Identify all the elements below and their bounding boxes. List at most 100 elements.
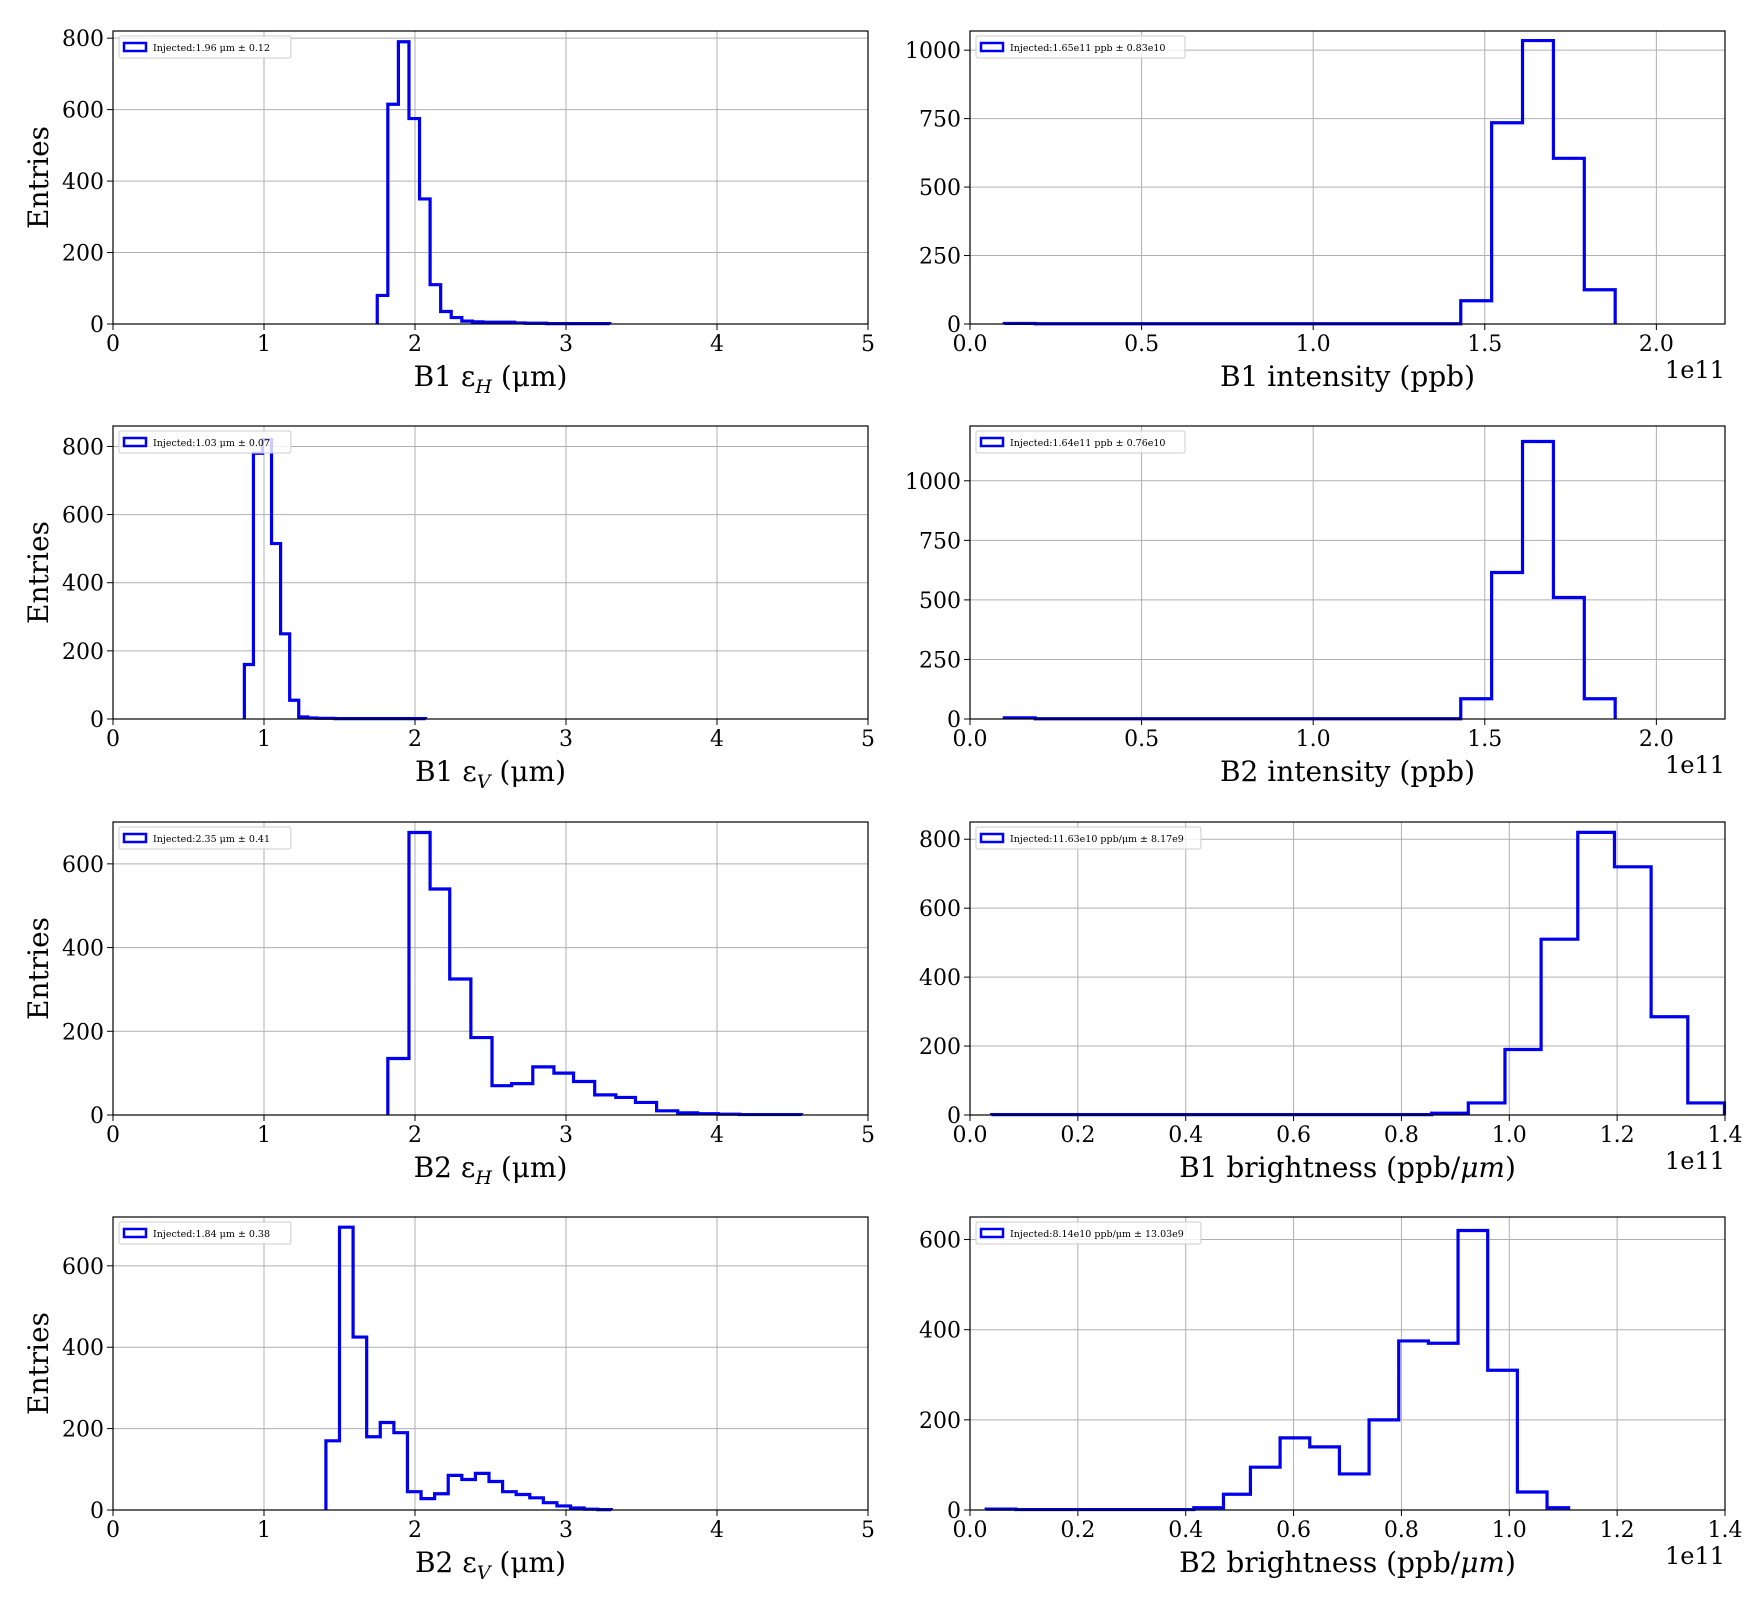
legend-label: Injected:2.35 μm ± 0.41: [153, 834, 270, 845]
legend-swatch: [979, 436, 1005, 448]
x-tick-label: 0.6: [1276, 1518, 1311, 1543]
x-axis-label: B2 εV (μm): [415, 1546, 566, 1584]
y-axis-label: Entries: [22, 1312, 55, 1415]
legend: Injected:1.65e11 ppb ± 0.83e10: [975, 35, 1186, 59]
legend-box: [975, 35, 1186, 59]
y-tick-label: 600: [62, 853, 104, 878]
x-tick-label: 0: [106, 332, 120, 357]
y-tick-label: 200: [62, 640, 104, 665]
legend: Injected:11.63e10 ppb/μm ± 8.17e9: [975, 826, 1202, 850]
x-tick-label: 2: [408, 727, 422, 752]
x-tick-label: 0.6: [1276, 1123, 1311, 1148]
x-tick-label: 0: [106, 1518, 120, 1543]
y-tick-label: 250: [919, 245, 961, 270]
x-tick-label: 1: [257, 727, 271, 752]
y-tick-label: 200: [62, 1418, 104, 1443]
chart-panel-row2-left: 0 1 2 3 4 5 0 200 400 600 800 B1 εV (μm) Entries Inje…: [22, 425, 875, 793]
y-tick-label: 750: [919, 108, 961, 133]
x-axis-label: B2 intensity (ppb): [1220, 755, 1475, 788]
legend-box: [975, 1221, 1202, 1245]
legend-label: Injected:1.03 μm ± 0.07: [153, 438, 270, 449]
y-tick-label: 0: [947, 1499, 961, 1524]
chart-panel-row4-right: 0.0 0.2 0.4 0.6 0.8 1.0 1.2 1.4 0 200 400 600 B2 bri…: [919, 1216, 1743, 1579]
legend-swatch: [979, 1227, 1005, 1239]
histogram-series: [984, 1228, 1571, 1512]
x-tick-label: 4: [710, 1518, 724, 1543]
legend-box: [118, 826, 292, 850]
x-axis-label: B2 εH (μm): [414, 1151, 568, 1189]
legend-swatch: [122, 1227, 148, 1239]
legend: Injected:8.14e10 ppb/μm ± 13.03e9: [975, 1221, 1202, 1245]
y-tick-label: 0: [947, 313, 961, 338]
y-tick-label: 600: [919, 1229, 961, 1254]
histogram-series: [324, 1225, 613, 1512]
x-tick-label: 5: [861, 332, 875, 357]
y-tick-label: 600: [62, 1255, 104, 1280]
chart-panel-row3-right: 0.0 0.2 0.4 0.6 0.8 1.0 1.2 1.4 0 200 400 600 800 B1 …: [919, 821, 1743, 1184]
x-tick-label: 5: [861, 727, 875, 752]
axes-frame: [112, 821, 869, 1116]
x-tick-label: 5: [861, 1123, 875, 1148]
legend-swatch: [122, 41, 148, 53]
y-tick-label: 600: [62, 99, 104, 124]
y-tick-label: 400: [62, 170, 104, 195]
x-tick-label: 1.2: [1600, 1518, 1635, 1543]
x-axis-label: B1 intensity (ppb): [1220, 360, 1475, 393]
legend-label: Injected:1.64e11 ppb ± 0.76e10: [1010, 438, 1165, 449]
chart-panel-row4-left: 0 1 2 3 4 5 0 200 400 600 B2 εV (μm) Entries Injecte…: [22, 1216, 875, 1584]
x-tick-label: 2: [408, 332, 422, 357]
x-tick-label: 0.0: [953, 332, 988, 357]
axes-frame: [112, 1216, 869, 1511]
y-tick-label: 500: [919, 589, 961, 614]
x-tick-label: 0.0: [953, 1123, 988, 1148]
x-tick-label: 1.2: [1600, 1123, 1635, 1148]
x-tick-label: 0.0: [953, 727, 988, 752]
histogram-series: [1002, 38, 1617, 326]
x-tick-label: 0.2: [1060, 1518, 1095, 1543]
x-tick-label: 0.4: [1168, 1518, 1203, 1543]
y-tick-label: 0: [90, 313, 104, 338]
x-tick-label: 1: [257, 1123, 271, 1148]
legend-box: [118, 1221, 292, 1245]
y-tick-label: 0: [90, 1104, 104, 1129]
legend: Injected:1.96 μm ± 0.12: [118, 35, 292, 59]
legend: Injected:1.03 μm ± 0.07: [118, 430, 292, 454]
x-tick-label: 1.4: [1708, 1123, 1743, 1148]
histogram-series: [386, 830, 804, 1117]
x-tick-label: 3: [559, 1518, 573, 1543]
x-tick-label: 0.5: [1124, 332, 1159, 357]
x-tick-label: 1.5: [1467, 332, 1502, 357]
x-tick-label: 1.5: [1467, 727, 1502, 752]
y-tick-label: 200: [62, 242, 104, 267]
chart-panel-row3-left: 0 1 2 3 4 5 0 200 400 600 B2 εH (μm) Entries Injecte…: [22, 821, 875, 1189]
y-tick-label: 600: [62, 504, 104, 529]
x-tick-label: 4: [710, 332, 724, 357]
legend-label: Injected:1.96 μm ± 0.12: [153, 43, 270, 54]
legend-swatch: [122, 436, 148, 448]
chart-panel-row2-right: 0.0 0.5 1.0 1.5 2.0 0 250 500 750 1000 B2 intensit…: [905, 425, 1726, 788]
y-axis-label: Entries: [22, 917, 55, 1020]
y-tick-label: 0: [90, 708, 104, 733]
legend-label: Injected:1.84 μm ± 0.38: [153, 1229, 270, 1240]
legend: Injected:1.84 μm ± 0.38: [118, 1221, 292, 1245]
x-tick-label: 2: [408, 1123, 422, 1148]
chart-panel-row1-left: 0 1 2 3 4 5 0 200 400 600 800 B1 εH (μm) Entries Inje…: [22, 27, 875, 398]
x-offset-label: 1e11: [1665, 751, 1725, 779]
x-tick-label: 4: [710, 1123, 724, 1148]
y-tick-label: 400: [62, 1336, 104, 1361]
x-tick-label: 1.0: [1296, 727, 1331, 752]
x-tick-label: 0.4: [1168, 1123, 1203, 1148]
legend: Injected:2.35 μm ± 0.41: [118, 826, 292, 850]
y-tick-label: 600: [919, 897, 961, 922]
legend-label: Injected:8.14e10 ppb/μm ± 13.03e9: [1010, 1229, 1184, 1240]
y-tick-label: 1000: [905, 39, 961, 64]
x-offset-label: 1e11: [1665, 356, 1725, 384]
y-axis-label: Entries: [22, 126, 55, 229]
x-offset-label: 1e11: [1665, 1147, 1725, 1175]
y-tick-label: 1000: [905, 470, 961, 495]
y-tick-label: 800: [62, 27, 104, 52]
axes-frame: [112, 425, 869, 720]
x-tick-label: 1.0: [1492, 1518, 1527, 1543]
legend-box: [118, 430, 292, 454]
